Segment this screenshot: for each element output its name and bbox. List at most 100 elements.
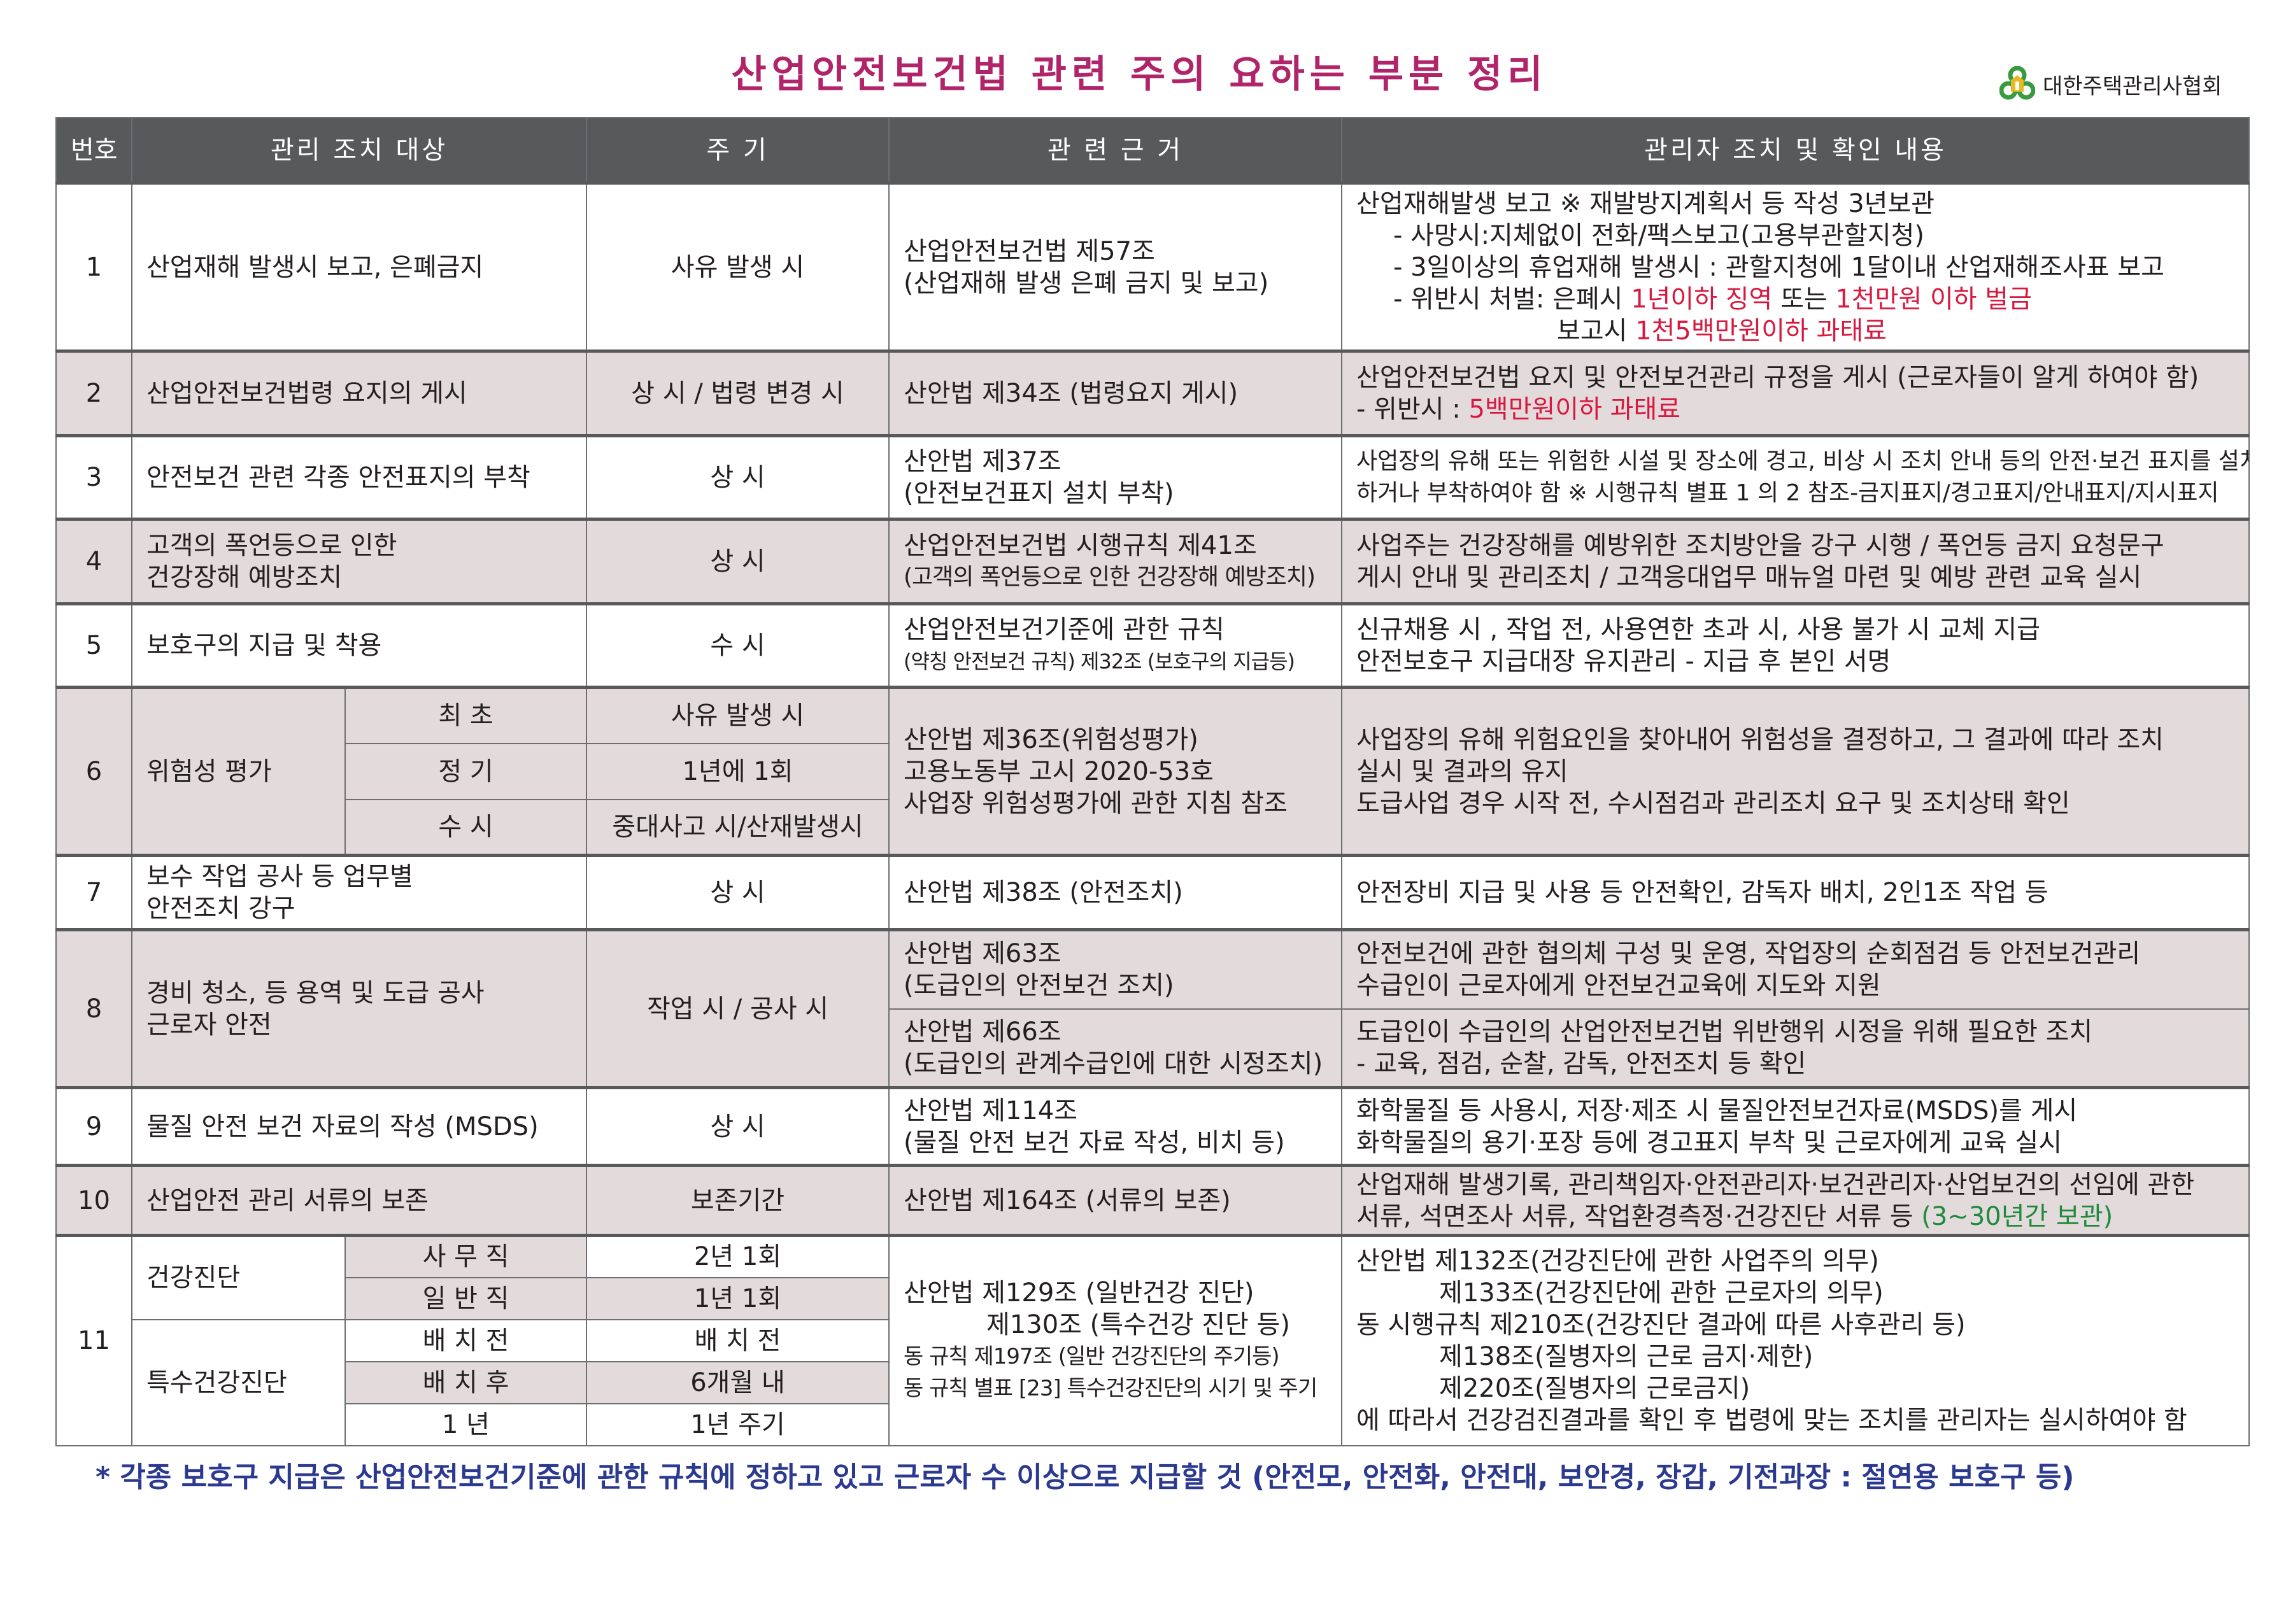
target-line: 보수 작업 공사 등 업무별	[146, 862, 413, 891]
row-target: 건강진단	[131, 1234, 346, 1320]
content-line: 신규채용 시 , 작업 전, 사용연한 초과 시, 사용 불가 시 교체 지급	[1356, 615, 2040, 644]
row-target: 산업안전 관리 서류의 보존	[131, 1164, 588, 1236]
row-target: 산업재해 발생시 보고, 은폐금지	[131, 181, 588, 352]
row-no: 1	[55, 181, 132, 352]
content-line: 산안법 제132조(건강진단에 관한 사업주의 의무)	[1356, 1246, 1879, 1276]
row-no: 6	[55, 686, 132, 856]
row-no: 3	[55, 434, 132, 520]
content-line: 산업재해 발생기록, 관리책임자·안전관리자·보건관리자·산업보건의 선임에 관…	[1356, 1169, 2195, 1199]
basis-line: (도급인의 안전보건 조치)	[904, 971, 1174, 1001]
safety-table: 번호 관리 조치 대상 주 기 관 련 근 거 관리자 조치 및 확인 내용 1…	[55, 117, 2250, 1446]
content-line: 제133조(건강진단에 관한 근로자의 의무)	[1439, 1278, 1884, 1308]
house-circles-logo-icon	[1999, 66, 2035, 100]
target-line: 경비 청소, 등 용역 및 도급 공사	[146, 978, 485, 1008]
penalty-text: 1년이하 징역	[1631, 284, 1773, 314]
row-basis: 산안법 제114조 (물질 안전 보건 자료 작성, 비치 등)	[888, 1086, 1343, 1166]
row-period: 사유 발생 시	[586, 181, 890, 352]
sub-label: 배 치 후	[344, 1360, 588, 1404]
row-period: 상 시	[586, 1086, 890, 1166]
table-row: 8 경비 청소, 등 용역 및 도급 공사 근로자 안전 작업 시 / 공사 시 …	[55, 928, 2250, 1089]
content-line: 안전보호구 지급대장 유지관리 - 지급 후 본인 서명	[1356, 647, 1891, 676]
table-subrow: 배 치 후 6개월 내	[56, 1360, 2249, 1404]
basis-line: 산안법 제66조	[904, 1017, 1061, 1047]
row-basis: 산업안전보건법 시행규칙 제41조 (고객의 폭언등으로 인한 건강장해 예방조치…	[888, 518, 1343, 605]
content-line: 산업재해발생 보고 ※ 재발방지계획서 등 작성 3년보관	[1356, 188, 1935, 218]
basis-line: 산안법 제129조 (일반건강 진단)	[904, 1278, 1254, 1308]
row-no: 9	[55, 1086, 132, 1166]
row-period: 상 시	[586, 434, 890, 520]
basis-line: (산업재해 발생 은폐 금지 및 보고)	[904, 268, 1269, 298]
basis-line: 산업안전보건법 시행규칙 제41조	[904, 531, 1257, 560]
row-basis: 산안법 제38조 (안전조치)	[888, 854, 1343, 931]
footer-note: * 각종 보호구 지급은 산업안전보건기준에 관한 규칙에 정하고 있고 근로자…	[96, 1461, 2075, 1493]
header-target: 관리 조치 대상	[131, 117, 588, 184]
row-basis: 산안법 제34조 (법령요지 게시)	[888, 350, 1343, 437]
sub-label: 배 치 전	[344, 1318, 588, 1362]
row-period: 보존기간	[586, 1164, 890, 1236]
table-row: 4 고객의 폭언등으로 인한 건강장해 예방조치 상 시 산업안전보건법 시행규칙…	[55, 518, 2250, 605]
row-basis: 산안법 제164조 (서류의 보존)	[888, 1164, 1343, 1236]
content-line: 도급인이 수급인의 산업안전보건법 위반행위 시정을 위해 필요한 조치	[1356, 1017, 2093, 1047]
row-content: 산업재해 발생기록, 관리책임자·안전관리자·보건관리자·산업보건의 선임에 관…	[1341, 1164, 2250, 1236]
text: - 위반시 처벌: 은폐시	[1393, 284, 1631, 314]
target-line: 건강장해 예방조치	[146, 563, 343, 592]
row-no: 2	[55, 350, 132, 437]
basis-line: 산업안전보건법 제57조	[904, 236, 1155, 266]
content-line: 제220조(질병자의 근로금지)	[1439, 1374, 1750, 1404]
content-line: 서류, 석면조사 서류, 작업환경측정·건강진단 서류 등 (3~30년간 보관…	[1356, 1201, 2234, 1232]
sub-label: 일 반 직	[344, 1276, 588, 1320]
text: 서류, 석면조사 서류, 작업환경측정·건강진단 서류 등	[1356, 1201, 1922, 1231]
target-line: 근로자 안전	[146, 1010, 272, 1040]
basis-line: (약칭 안전보건 규칙) 제32조 (보호구의 지급등)	[904, 649, 1295, 674]
row-content: 화학물질 등 사용시, 저장·제조 시 물질안전보건자료(MSDS)를 게시 화학…	[1341, 1086, 2250, 1166]
row-target: 보호구의 지급 및 착용	[131, 602, 588, 688]
header-no: 번호	[55, 117, 132, 184]
row-period: 중대사고 시/산재발생시	[586, 798, 890, 856]
table-row: 1 산업재해 발생시 보고, 은폐금지 사유 발생 시 산업안전보건법 제57조…	[55, 181, 2250, 352]
table-subrow: 특수건강진단 배 치 전 배 치 전	[56, 1318, 2249, 1446]
content-line: 수급인이 근로자에게 안전보건교육에 지도와 지원	[1356, 971, 1881, 1001]
table-subrow: 일 반 직 1년 1회	[56, 1276, 2249, 1320]
row-period: 6개월 내	[586, 1360, 890, 1404]
content-line: 안전보건에 관한 협의체 구성 및 운영, 작업장의 순회점검 등 안전보건관리	[1356, 939, 2141, 969]
row-target: 위험성 평가	[131, 686, 346, 856]
basis-line: 산안법 제114조	[904, 1096, 1078, 1126]
content-line: 실시 및 결과의 유지	[1356, 756, 1568, 786]
table-row: 7 보수 작업 공사 등 업무별 안전조치 강구 상 시 산안법 제38조 (안전…	[55, 854, 2250, 931]
row-period: 1년에 1회	[586, 742, 890, 800]
row-period: 상 시 / 법령 변경 시	[586, 350, 890, 437]
basis-line: 산안법 제36조(위험성평가)	[904, 724, 1198, 754]
content-line: 하거나 부착하여야 함 ※ 시행규칙 별표 1 의 2 참조-금지표지/경고표지…	[1356, 480, 2219, 506]
row-basis: 산안법 제129조 (일반건강 진단) 제130조 (특수건강 진단 등) 동 …	[888, 1234, 1343, 1446]
penalty-text: 1천5백만원이하 과태료	[1635, 316, 1887, 346]
basis-line: (안전보건표지 설치 부착)	[904, 479, 1174, 508]
content-line: - 위반시 : 5백만원이하 과태료	[1356, 393, 2234, 425]
row-content: 안전장비 지급 및 사용 등 안전확인, 감독자 배치, 2인1조 작업 등	[1341, 854, 2250, 931]
table-row: 9 물질 안전 보건 자료의 작성 (MSDS) 상 시 산안법 제114조 (물…	[55, 1086, 2250, 1166]
content-line: 도급사업 경우 시작 전, 수시점검과 관리조치 요구 및 조치상태 확인	[1356, 788, 2070, 818]
table-row: 5 보호구의 지급 및 착용 수 시 산업안전보건기준에 관한 규칙 (약칭 안전…	[55, 602, 2250, 688]
basis-line: 동 규칙 제197조 (일반 건강진단의 주기등)	[904, 1344, 1280, 1370]
content-line: 화학물질 등 사용시, 저장·제조 시 물질안전보건자료(MSDS)를 게시	[1356, 1096, 2078, 1126]
content-line: 사업장의 유해 위험요인을 찾아내어 위험성을 결정하고, 그 결과에 따라 조…	[1356, 724, 2164, 754]
table-row: 6 위험성 평가 최 초 사유 발생 시 산안법 제36조(위험성평가) 고용노동…	[55, 686, 2250, 856]
row-content: 사업장의 유해 또는 위험한 시설 및 장소에 경고, 비상 시 조치 안내 등…	[1341, 434, 2250, 520]
sub-label: 사 무 직	[344, 1234, 588, 1278]
row-no: 7	[55, 854, 132, 931]
row-target: 특수건강진단	[131, 1318, 346, 1446]
target-line: 고객의 폭언등으로 인한	[146, 531, 397, 560]
row-no: 8	[55, 928, 132, 1089]
content-line: - 교육, 점검, 순찰, 감독, 안전조치 등 확인	[1356, 1049, 1807, 1078]
row-period: 1년 1회	[586, 1276, 890, 1320]
sub-label: 최 초	[344, 686, 588, 744]
row-basis: 산업안전보건법 제57조 (산업재해 발생 은폐 금지 및 보고)	[888, 181, 1343, 352]
content-line: - 사망시:지체없이 전화/팩스보고(고용부관할지청)	[1393, 220, 1925, 250]
row-basis: 산업안전보건기준에 관한 규칙 (약칭 안전보건 규칙) 제32조 (보호구의 지…	[888, 602, 1343, 688]
penalty-text: 5백만원이하 과태료	[1468, 395, 1681, 424]
basis-line: 산안법 제37조	[904, 447, 1061, 476]
row-content: 사업장의 유해 위험요인을 찾아내어 위험성을 결정하고, 그 결과에 따라 조…	[1341, 686, 2250, 856]
row-basis: 산안법 제66조 (도급인의 관계수급인에 대한 시정조치)	[888, 1008, 1343, 1089]
text: - 위반시 :	[1356, 395, 1469, 424]
row-content: 산업재해발생 보고 ※ 재발방지계획서 등 작성 3년보관 - 사망시:지체없이…	[1341, 181, 2250, 352]
